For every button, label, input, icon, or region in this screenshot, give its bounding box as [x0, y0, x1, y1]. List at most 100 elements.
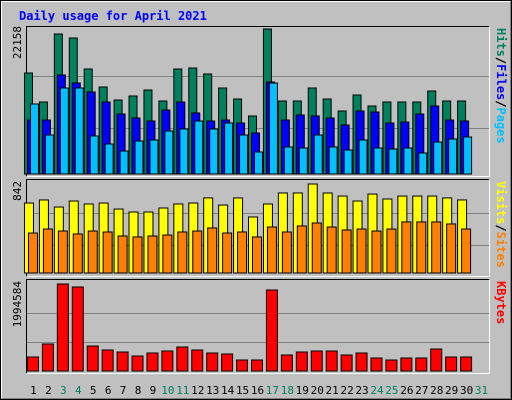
bar	[237, 231, 248, 274]
x-tick-label: 1	[30, 384, 37, 397]
bar	[194, 120, 204, 175]
bar	[102, 231, 113, 274]
y-tick-label: 1994584	[11, 281, 24, 328]
x-tick-label: 24	[370, 384, 384, 397]
bar	[87, 230, 98, 274]
bar	[72, 233, 83, 274]
bar	[162, 234, 173, 274]
bar	[254, 151, 263, 175]
chart-title: Daily usage for April 2021	[19, 9, 207, 23]
panel-bevel-light	[26, 26, 490, 177]
bar	[431, 221, 442, 274]
bar	[385, 359, 398, 372]
bar	[221, 353, 234, 372]
bar	[149, 139, 159, 175]
bar	[340, 354, 353, 372]
x-tick-label: 28	[430, 384, 443, 397]
bar	[373, 147, 383, 175]
bar	[26, 356, 39, 372]
bar	[266, 226, 277, 274]
bar	[252, 236, 262, 274]
panel-bevel-light	[26, 279, 490, 374]
x-tick-label: 23	[355, 384, 368, 397]
legend-separator: /	[494, 57, 508, 64]
x-tick-label: 3	[60, 384, 67, 397]
x-tick-label: 14	[221, 384, 235, 397]
legend-separator: /	[494, 100, 508, 107]
bar	[341, 229, 352, 274]
bar	[448, 138, 458, 175]
bar	[433, 141, 443, 175]
bar	[119, 150, 129, 175]
bar	[27, 232, 38, 274]
bar	[251, 359, 263, 372]
bar	[42, 228, 53, 274]
bar	[325, 350, 338, 372]
y-tick-label: 22158	[11, 26, 24, 59]
x-tick-label: 11	[176, 384, 189, 397]
x-tick-label: 26	[400, 384, 413, 397]
bar	[59, 87, 69, 175]
legend-entry: Files	[494, 64, 508, 100]
x-tick-label: 7	[120, 384, 127, 397]
bar	[29, 103, 39, 175]
bar	[403, 147, 413, 175]
bar	[177, 231, 188, 274]
x-tick-label: 31	[475, 384, 488, 397]
bar	[179, 128, 189, 175]
bar	[328, 146, 338, 175]
bar	[430, 348, 443, 372]
bar	[463, 136, 473, 175]
x-tick-label: 27	[415, 384, 428, 397]
x-tick-label: 21	[326, 384, 339, 397]
x-tick-label: 5	[90, 384, 97, 397]
x-tick-label: 18	[281, 384, 294, 397]
bar	[313, 134, 323, 175]
bar	[400, 357, 413, 372]
bar	[101, 349, 114, 372]
bar	[326, 226, 337, 274]
bar	[401, 221, 412, 274]
bar	[370, 357, 383, 372]
bar	[283, 146, 293, 175]
bar	[343, 149, 353, 175]
bar	[56, 283, 69, 372]
bar	[311, 222, 322, 274]
bar	[445, 356, 458, 372]
bar	[268, 82, 278, 175]
bar	[206, 352, 219, 372]
bar	[415, 357, 428, 372]
bar	[192, 230, 203, 274]
legend-entry: Sites	[494, 232, 508, 268]
x-tick-label: 20	[311, 384, 324, 397]
panel-bevel-dark	[26, 279, 490, 374]
x-tick-label: 4	[75, 384, 82, 397]
x-tick-label: 12	[191, 384, 204, 397]
x-tick-label: 17	[266, 384, 279, 397]
bar	[134, 140, 144, 175]
bar	[358, 139, 368, 175]
bar	[71, 286, 84, 372]
bar	[298, 147, 308, 175]
x-tick-label: 9	[150, 384, 157, 397]
x-tick-label: 29	[445, 384, 458, 397]
bar	[117, 235, 128, 274]
legend-separator: /	[494, 224, 508, 231]
x-tick-label: 22	[340, 384, 353, 397]
bar	[296, 225, 307, 274]
bar	[176, 346, 189, 372]
bar	[57, 230, 68, 274]
x-tick-label: 16	[251, 384, 264, 397]
legend-entry: KBytes	[494, 281, 508, 324]
bar	[236, 359, 249, 372]
bar	[44, 134, 54, 175]
legend-entry: Pages	[494, 108, 508, 144]
bar	[371, 230, 382, 274]
bar	[132, 236, 143, 274]
bar	[41, 343, 54, 372]
bar	[89, 135, 99, 175]
legend: Hits/Files/Pages	[494, 28, 508, 144]
bar	[224, 122, 234, 175]
